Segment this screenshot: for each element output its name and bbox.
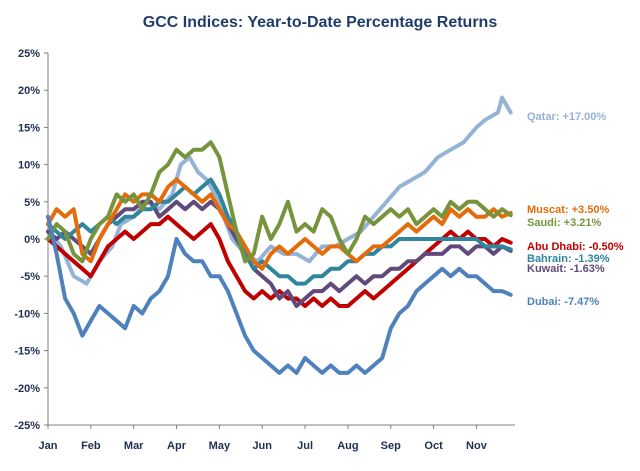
x-tick-label: Nov — [466, 440, 488, 452]
y-tick-label: 10% — [18, 160, 40, 172]
chart-title: GCC Indices: Year-to-Date Percentage Ret… — [143, 14, 498, 31]
x-tick-label: Jan — [39, 440, 58, 452]
y-tick-label: 15% — [18, 122, 40, 134]
series-line-saudi — [46, 140, 513, 264]
y-tick-label: -15% — [14, 346, 40, 358]
end-label-kuwait: Kuwait: -1.63% — [527, 263, 605, 275]
series-line-muscat — [46, 177, 513, 271]
end-label-bahrain: Bahrain: -1.39% — [527, 253, 610, 265]
end-label-dubai: Dubai: -7.47% — [527, 296, 599, 308]
series-line-dubai — [46, 214, 513, 375]
end-label-saudi: Saudi: +3.21% — [527, 217, 602, 229]
x-tick-label: May — [209, 440, 231, 452]
y-tick-labels: -25% -20% -15% -10% -5% 0% 5% 10% 15% 20% 25% — [14, 48, 40, 432]
series-end-labels: Qatar: +17.00% Muscat: +3.50%Saudi: +3.21… — [527, 111, 624, 308]
y-tick-label: 25% — [18, 48, 40, 60]
x-tick-label: Feb — [81, 440, 101, 452]
y-tick-label: 5% — [24, 197, 40, 209]
x-tick-label: Apr — [167, 440, 187, 452]
y-tick-label: 0% — [24, 234, 40, 246]
y-tick-label: -5% — [20, 271, 40, 283]
series-line-kuwait — [46, 199, 513, 308]
x-tick-label: Jul — [297, 440, 313, 452]
x-tick-label: Aug — [337, 440, 358, 452]
x-tick-label: Oct — [424, 440, 443, 452]
end-label-qatar: Qatar: +17.00% — [527, 111, 606, 123]
series-line-abu-dhabi — [46, 214, 513, 308]
y-tick-label: -20% — [14, 383, 40, 395]
series-line-qatar — [46, 95, 513, 286]
x-tick-label: Mar — [124, 440, 144, 452]
end-label-abu-dhabi: Abu Dhabi: -0.50% — [527, 241, 624, 253]
series-line-bahrain — [46, 177, 513, 286]
y-tick-label: 20% — [18, 85, 40, 97]
y-tick-label: -25% — [14, 420, 40, 432]
y-tick-label: -10% — [14, 308, 40, 320]
x-tick-label: Sep — [381, 440, 401, 452]
end-label-muscat: Muscat: +3.50% — [527, 204, 609, 216]
series-lines — [46, 95, 513, 375]
x-tick-label: Jun — [252, 440, 272, 452]
x-tick-labels: Jan Feb Mar Apr May Jun Jul Aug Sep Oct Nov — [39, 440, 488, 452]
